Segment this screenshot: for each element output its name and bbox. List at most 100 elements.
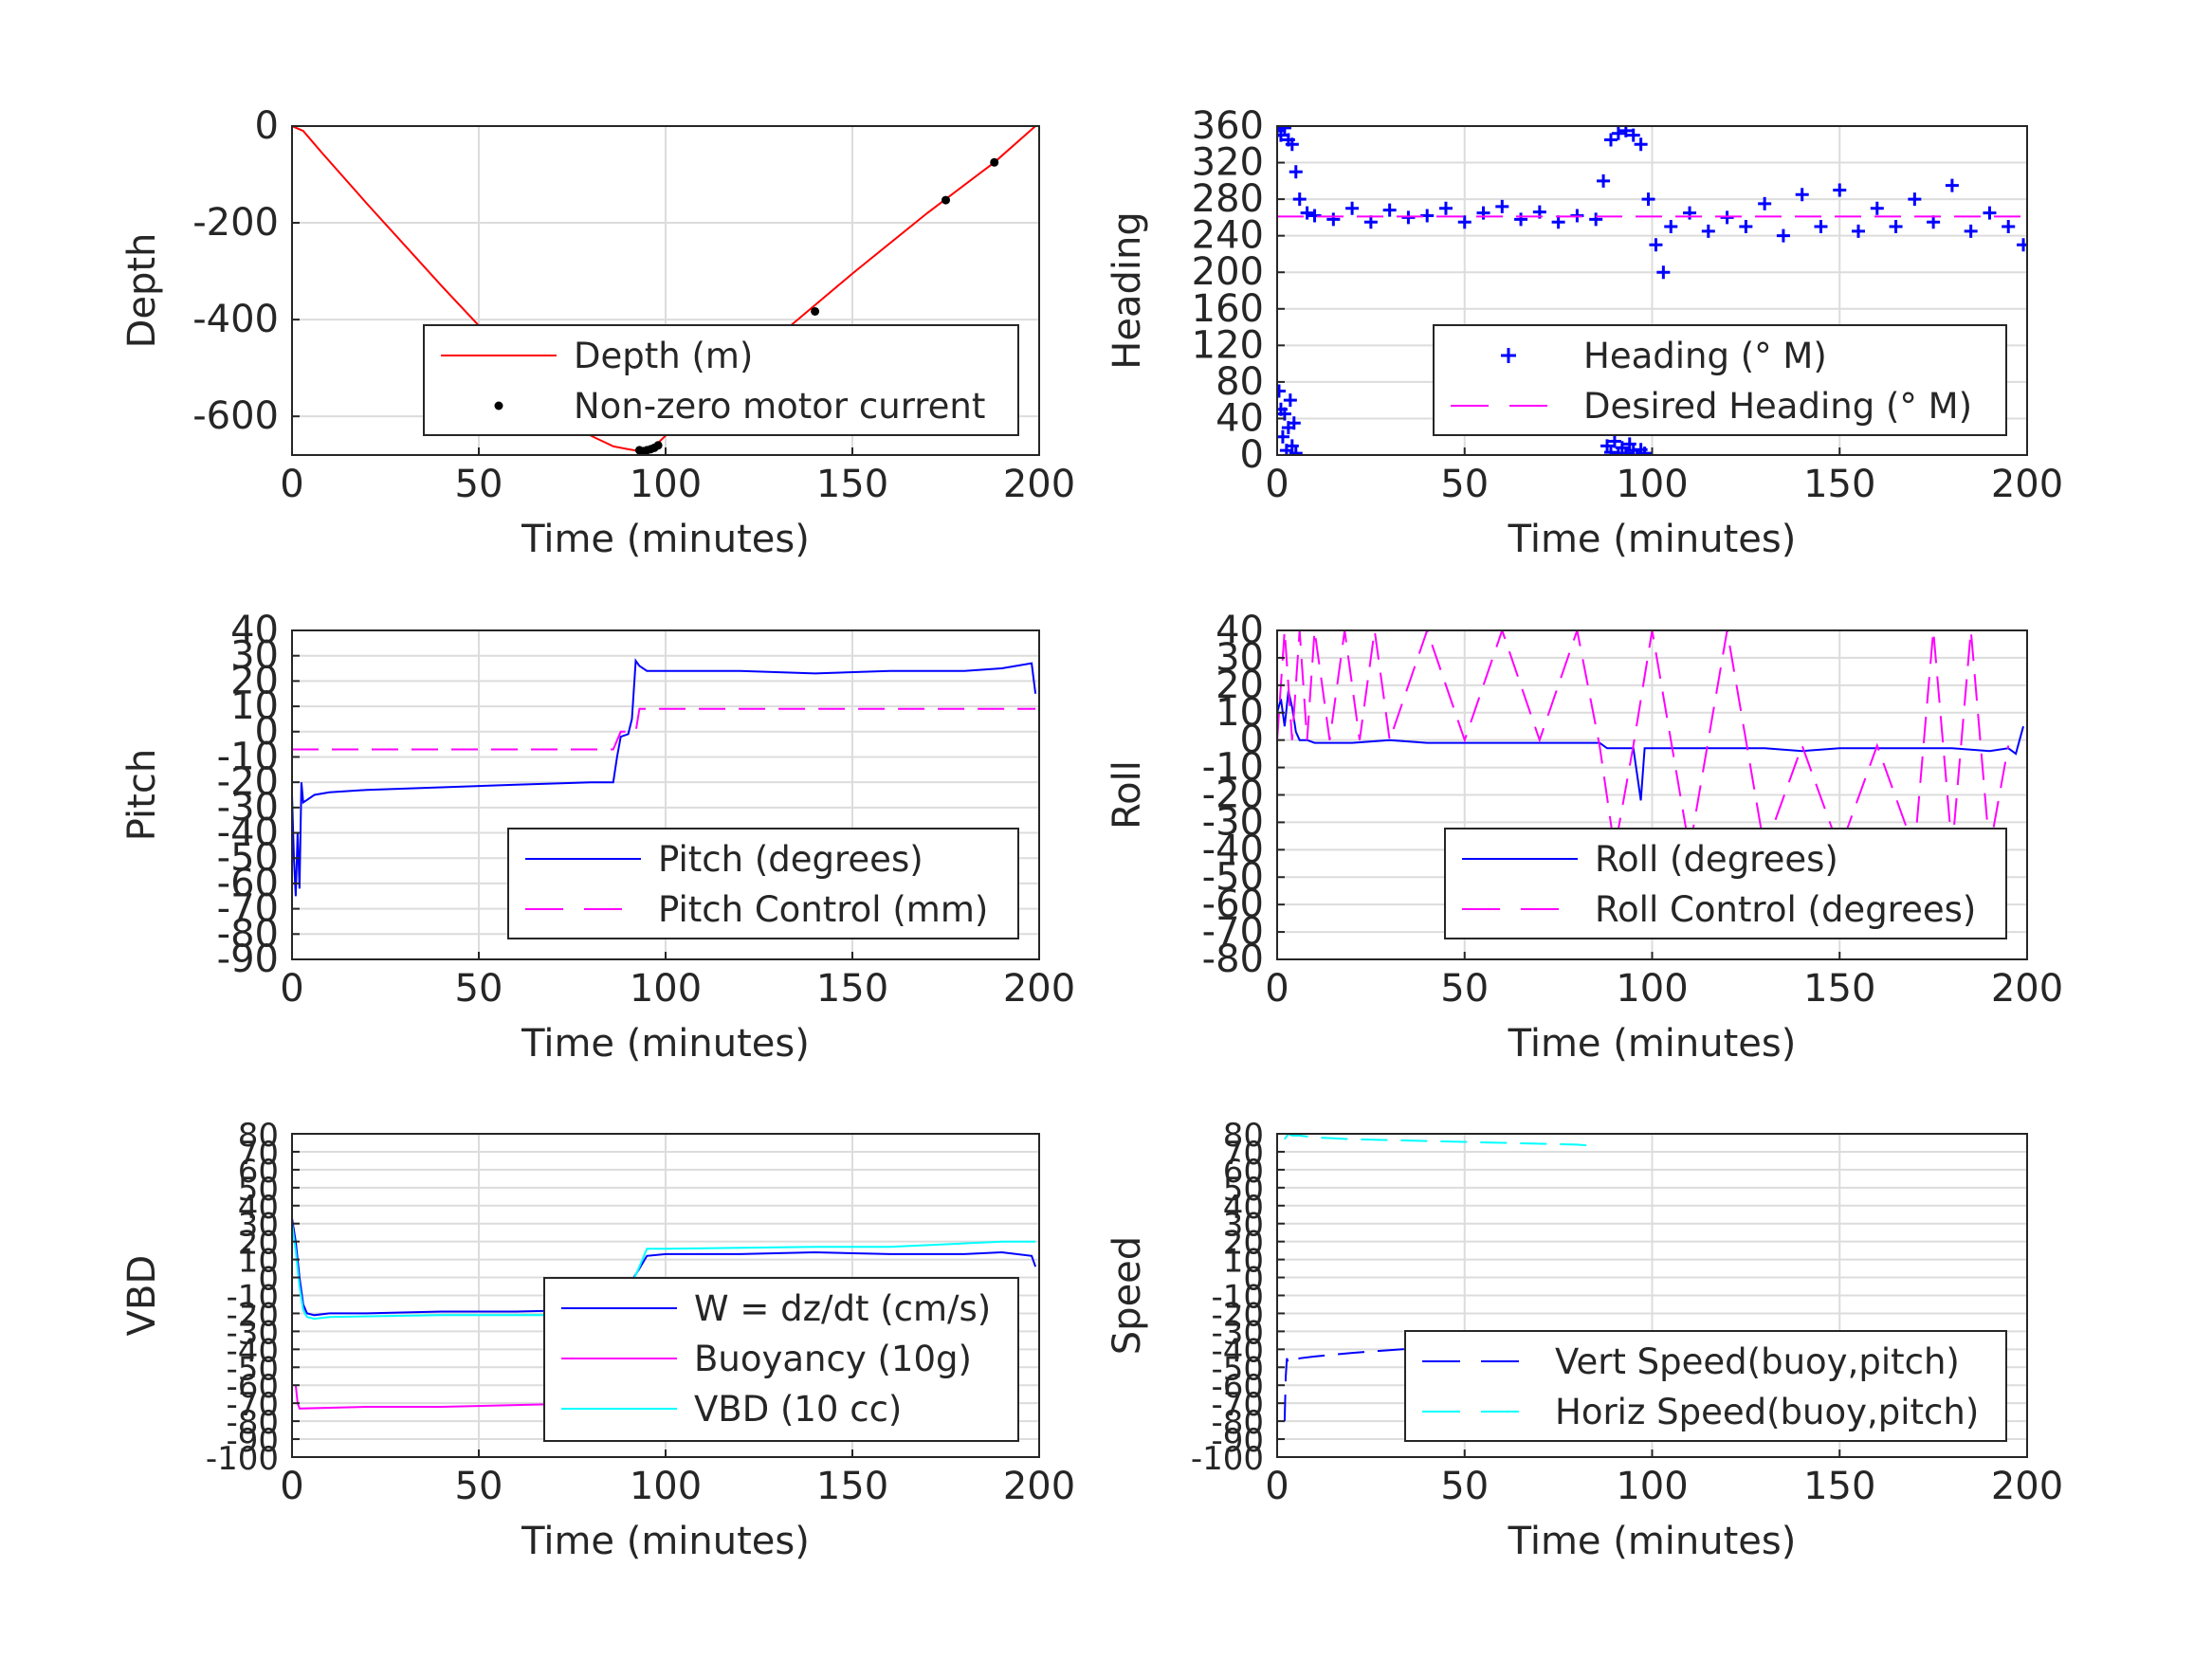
roll-ytick-label-6: -20 (1202, 774, 1264, 817)
roll-ytick-label-4: 0 (1240, 719, 1264, 762)
heading-series-0-point-30 (1641, 192, 1655, 207)
depth-series-1-point-8 (941, 195, 950, 205)
pitch-ytick-label-10: -60 (217, 862, 279, 905)
speed-ytick-label-6: 20 (1223, 1225, 1264, 1263)
heading-series-0-point-11 (1363, 215, 1378, 229)
pitch-xlabel: Time (minutes) (521, 1022, 810, 1066)
vbd-ytick-label-6: 20 (238, 1225, 279, 1263)
heading-series-0-point-42 (1833, 183, 1847, 197)
roll-xlabel: Time (minutes) (1508, 1022, 1797, 1066)
heading-series-0-point-51 (2002, 220, 2016, 234)
depth-ytick-label-1: -200 (192, 201, 279, 245)
pitch-ytick-label-5: -10 (217, 735, 279, 778)
heading-series-0-point-38 (1758, 196, 1772, 210)
roll-xtick-label-3: 150 (1803, 967, 1875, 1011)
speed-ytick-label-3: 50 (1223, 1171, 1264, 1209)
heading-series-0-point-7 (1300, 206, 1314, 220)
pitch-xtick-label-3: 150 (816, 967, 888, 1011)
pitch-ytick-label-3: 10 (230, 684, 279, 728)
speed-xtick-label-2: 100 (1616, 1465, 1688, 1508)
speed-ytick-label-17: -90 (1211, 1422, 1264, 1460)
vbd-ytick-label-13: -50 (226, 1350, 279, 1388)
vbd-legend-label-2: VBD (10 cc) (694, 1389, 902, 1430)
roll-ytick-label-11: -70 (1202, 910, 1264, 954)
roll-xtick-label-2: 100 (1616, 967, 1688, 1011)
vbd-chart: 0 50 100 150 20080706050403020100-10-20-30-4… (120, 1117, 1075, 1563)
depth-xtick-label-1: 50 (455, 463, 503, 506)
heading-series-0-point-19 (1514, 212, 1528, 227)
pitch-ytick-label-0: 40 (230, 609, 279, 652)
heading-series-0-point-33 (1664, 220, 1678, 234)
vbd-legend: W = dz/dt (cm/s) Buoyancy (10g) VBD (10 cc… (543, 1277, 1019, 1442)
heading-series-0-point-46 (1908, 192, 1922, 207)
roll-legend-box (1444, 828, 2007, 939)
heading-series-0-point-4 (1285, 137, 1299, 152)
heading-series-0-point-1 (1277, 128, 1288, 142)
depth-ylabel: Depth (120, 233, 164, 349)
depth-legend-box (423, 324, 1019, 436)
vbd-xlabel: Time (minutes) (521, 1520, 810, 1563)
roll-series-group (1277, 630, 2024, 854)
depth-xtick-label-3: 150 (816, 463, 888, 506)
vbd-xtick-label-1: 50 (455, 1465, 503, 1508)
roll-ytick-label-12: -80 (1202, 938, 1264, 981)
speed-ytick-label-15: -70 (1211, 1386, 1264, 1424)
pitch-series-1-line (292, 707, 1036, 751)
vbd-ytick-label-10: -20 (226, 1296, 279, 1334)
roll-series-1-line (1277, 630, 2010, 854)
vbd-ytick-label-11: -30 (226, 1314, 279, 1352)
depth-legend-swatch-1 (494, 401, 503, 410)
speed-ylabel: Speed (1106, 1236, 1149, 1355)
heading-ytick-label-2: 80 (1216, 360, 1264, 404)
depth-ytick-label-2: -400 (192, 298, 279, 341)
vbd-ytick-label-3: 50 (238, 1171, 279, 1209)
pitch-series-0-line (292, 658, 1037, 897)
speed-ytick-label-0: 80 (1223, 1117, 1264, 1155)
roll-ytick-label-8: -40 (1202, 828, 1264, 871)
pitch-ytick-label-2: 20 (230, 659, 279, 702)
speed-ytick-label-18: -100 (1191, 1440, 1264, 1478)
speed-ytick-label-5: 30 (1223, 1207, 1264, 1245)
depth-chart: 0 50 100 150 200 0 -200 -400 -600 Time (minutes) D… (120, 104, 1075, 561)
vbd-ytick-label-14: -60 (226, 1368, 279, 1406)
pitch-ytick-label-7: -30 (217, 786, 279, 830)
heading-legend-label-1: Desired Heading (° M) (1583, 386, 1972, 427)
heading-series-0-point-29 (1634, 137, 1648, 152)
heading-series-1-point-9 (1289, 447, 1303, 455)
heading-series-0-point-12 (1382, 203, 1397, 217)
vbd-ytick-label-16: -80 (226, 1404, 279, 1442)
depth-xtick-label-4: 200 (1003, 463, 1075, 506)
vbd-ylabel: VBD (120, 1255, 164, 1337)
heading-series-0-point-47 (1927, 215, 1941, 229)
heading-series-0-point-26 (1611, 126, 1625, 140)
pitch-xtick-label-4: 200 (1003, 967, 1075, 1011)
pitch-ytick-label-11: -70 (217, 887, 279, 931)
speed-ytick-label-1: 70 (1223, 1135, 1264, 1173)
depth-series-1-point-5 (653, 441, 663, 450)
roll-ylabel: Roll (1106, 760, 1149, 830)
heading-series-0-point-24 (1597, 173, 1611, 188)
heading-series-0-point-2 (1277, 126, 1291, 135)
speed-ytick-label-13: -50 (1211, 1350, 1264, 1388)
heading-series-1-point-13 (1611, 448, 1625, 455)
vbd-ytick-label-8: 0 (258, 1261, 279, 1299)
vbd-ytick-label-0: 80 (238, 1117, 279, 1155)
heading-series-0-point-18 (1495, 199, 1509, 213)
pitch-ytick-label-6: -20 (217, 760, 279, 804)
heading-series-1-point-20 (1637, 447, 1652, 455)
depth-xlabel: Time (minutes) (521, 518, 810, 561)
roll-ytick-label-3: 10 (1216, 691, 1264, 735)
speed-legend: Vert Speed(buoy,pitch) Horiz Speed(buoy,p… (1404, 1330, 2007, 1442)
roll-ytick-label-10: -60 (1202, 883, 1264, 926)
heading-xtick-label-1: 50 (1440, 463, 1489, 506)
heading-series-0-point-44 (1870, 201, 1884, 215)
heading-series-0-point-39 (1776, 228, 1790, 243)
pitch-legend-label-1: Pitch Control (mm) (658, 889, 988, 930)
pitch-ytick-label-13: -90 (217, 938, 279, 981)
roll-ytick-label-7: -30 (1202, 800, 1264, 844)
heading-ytick-label-8: 320 (1192, 141, 1264, 185)
heading-xtick-label-3: 150 (1803, 463, 1875, 506)
heading-legend-box (1433, 324, 2007, 436)
vbd-xtick-label-4: 200 (1003, 1465, 1075, 1508)
vbd-ytick-label-17: -90 (226, 1422, 279, 1460)
